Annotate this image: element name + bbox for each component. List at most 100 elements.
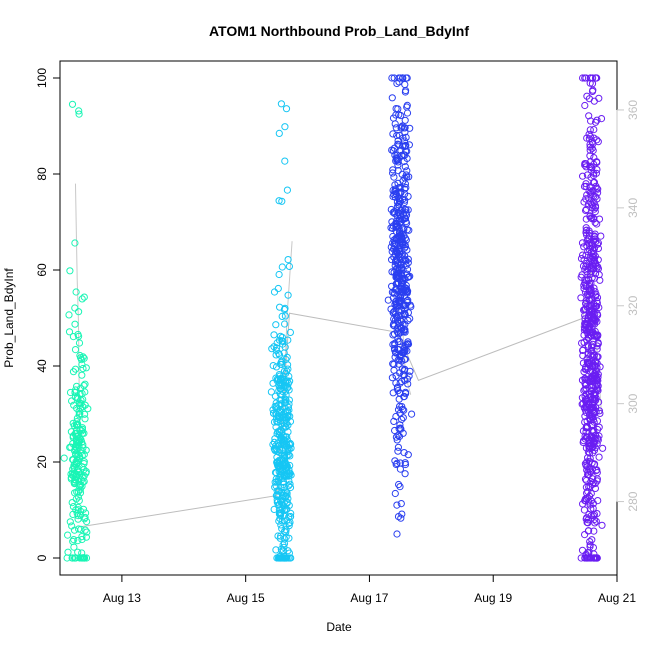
data-point bbox=[68, 397, 76, 405]
data-point bbox=[278, 435, 286, 443]
data-point bbox=[582, 206, 590, 215]
data-point bbox=[281, 440, 289, 448]
data-point bbox=[590, 305, 598, 313]
data-point bbox=[66, 267, 74, 275]
data-point bbox=[580, 182, 589, 191]
data-point bbox=[68, 499, 76, 507]
data-point bbox=[75, 468, 83, 476]
data-point bbox=[400, 151, 408, 159]
data-point bbox=[272, 351, 280, 359]
data-point bbox=[393, 501, 401, 509]
data-point bbox=[594, 263, 602, 271]
data-point bbox=[594, 138, 602, 146]
data-point bbox=[582, 476, 591, 485]
data-point bbox=[281, 157, 289, 165]
data-point bbox=[593, 417, 602, 425]
data-point bbox=[593, 116, 601, 124]
data-point bbox=[66, 518, 74, 526]
data-point bbox=[280, 507, 288, 515]
x-axis-label: Date bbox=[326, 620, 352, 634]
data-point bbox=[594, 340, 602, 348]
data-point bbox=[579, 172, 587, 180]
data-point bbox=[286, 480, 294, 488]
y-axis: 0 20 40 60 80 100 bbox=[35, 68, 61, 561]
data-point bbox=[275, 517, 283, 525]
data-point bbox=[72, 288, 80, 296]
data-point bbox=[394, 167, 402, 175]
data-point bbox=[283, 186, 291, 194]
data-point bbox=[398, 274, 406, 283]
data-point bbox=[390, 173, 398, 181]
data-point bbox=[586, 362, 594, 370]
data-point bbox=[589, 421, 597, 429]
data-point bbox=[75, 107, 83, 115]
data-point bbox=[280, 419, 288, 427]
data-point bbox=[401, 142, 409, 150]
data-point bbox=[81, 415, 89, 423]
data-point bbox=[399, 414, 407, 422]
data-point bbox=[275, 351, 284, 359]
data-point bbox=[402, 147, 410, 155]
data-point bbox=[589, 426, 597, 434]
data-point bbox=[286, 483, 295, 492]
y2-tick-label: 300 bbox=[626, 393, 640, 413]
data-point bbox=[405, 226, 413, 234]
data-point bbox=[398, 206, 406, 214]
data-point bbox=[584, 527, 593, 535]
data-point bbox=[80, 460, 88, 468]
data-point bbox=[394, 406, 403, 414]
data-point bbox=[593, 297, 601, 305]
data-point bbox=[401, 214, 410, 223]
data-point bbox=[82, 446, 90, 454]
data-point bbox=[584, 333, 593, 341]
data-point bbox=[281, 312, 289, 320]
data-point bbox=[269, 362, 277, 370]
data-point bbox=[590, 126, 598, 134]
data-point bbox=[281, 123, 289, 131]
data-point bbox=[282, 105, 291, 113]
data-point bbox=[274, 284, 282, 293]
data-point bbox=[389, 186, 397, 194]
data-point bbox=[591, 444, 599, 452]
data-point bbox=[395, 78, 403, 86]
data-point bbox=[280, 540, 289, 548]
data-point bbox=[276, 303, 284, 311]
data-point bbox=[402, 183, 410, 192]
data-point bbox=[399, 405, 407, 413]
data-point bbox=[585, 283, 594, 291]
data-point bbox=[275, 506, 283, 514]
y2-tick-label: 340 bbox=[626, 198, 640, 218]
data-point bbox=[81, 526, 89, 534]
data-point bbox=[589, 408, 597, 416]
data-point bbox=[395, 294, 403, 302]
data-point bbox=[60, 454, 68, 462]
data-point bbox=[391, 353, 399, 361]
data-point bbox=[585, 112, 593, 120]
data-point bbox=[277, 376, 285, 384]
data-point bbox=[395, 264, 403, 272]
data-point bbox=[401, 365, 409, 373]
data-point bbox=[284, 421, 292, 429]
data-point bbox=[401, 163, 409, 171]
data-point bbox=[70, 401, 78, 409]
data-point bbox=[275, 129, 283, 137]
data-point bbox=[389, 224, 397, 232]
data-point bbox=[590, 527, 598, 535]
data-point bbox=[73, 453, 81, 461]
data-point bbox=[392, 223, 400, 231]
data-point bbox=[391, 489, 399, 498]
chart-title: ATOM1 Northbound Prob_Land_BdyInf bbox=[209, 23, 469, 39]
data-point bbox=[76, 425, 84, 433]
data-point bbox=[586, 367, 594, 375]
data-point bbox=[74, 493, 83, 501]
data-point bbox=[282, 492, 290, 500]
data-point bbox=[275, 197, 283, 205]
data-point bbox=[595, 453, 603, 461]
data-point bbox=[282, 391, 290, 399]
data-point bbox=[394, 137, 402, 145]
data-point bbox=[594, 256, 602, 264]
data-point bbox=[390, 209, 399, 217]
data-point bbox=[401, 180, 409, 188]
data-point bbox=[592, 74, 600, 82]
